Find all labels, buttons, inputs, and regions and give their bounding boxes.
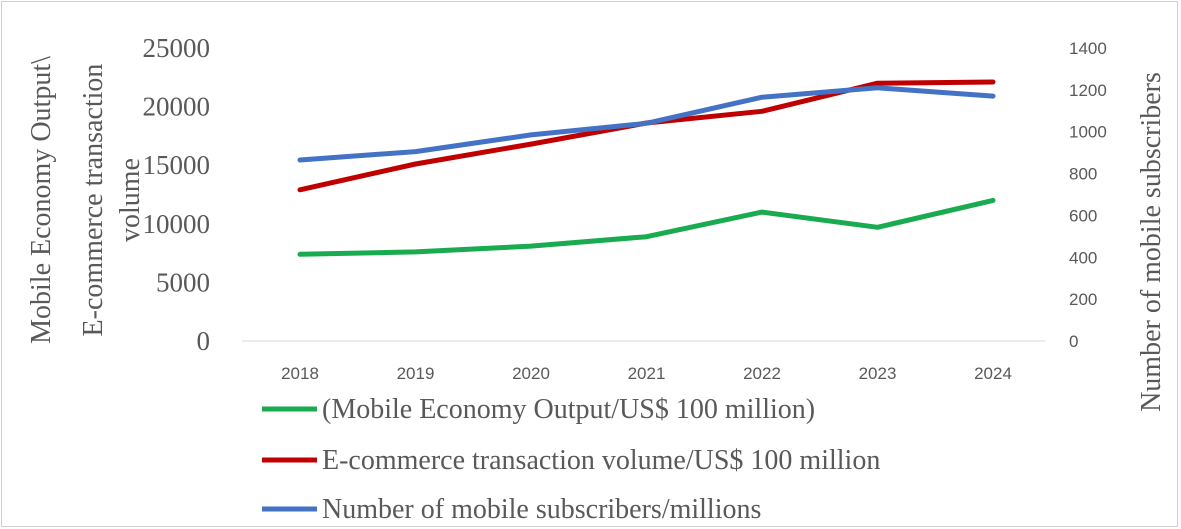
y-left-title-line: volume	[115, 158, 146, 242]
y-left-title-line: Mobile Economy Output\	[26, 56, 57, 344]
series-point	[299, 253, 301, 255]
series-line-2	[297, 79, 996, 193]
series-point	[530, 245, 532, 247]
series-point	[992, 81, 994, 83]
series-point	[646, 122, 647, 124]
y-right-tick-label: 400	[1069, 248, 1097, 267]
series-point	[877, 82, 878, 84]
x-tick-label: 2024	[974, 364, 1012, 383]
y-right-tick-label: 200	[1069, 290, 1097, 309]
x-tick-label: 2023	[859, 364, 897, 383]
y-right-tick-label: 600	[1069, 206, 1097, 225]
series-point	[992, 95, 994, 97]
x-tick-label: 2020	[512, 364, 550, 383]
y-right-tick-label: 0	[1069, 332, 1078, 351]
series-line-1	[297, 197, 996, 257]
x-tick-label: 2019	[397, 364, 435, 383]
y-left-title-line: E-commerce transaction	[78, 64, 109, 337]
series-point	[415, 151, 416, 153]
y-axis-right-title: Number of mobile subscribers	[1136, 72, 1167, 412]
series-point	[992, 199, 994, 201]
legend: (Mobile Economy Output/US$ 100 million) E…	[262, 394, 880, 525]
series-point	[761, 110, 763, 112]
y-axis-left-ticks: 0 5000 10000 15000 20000 25000	[143, 33, 211, 356]
series-point	[299, 189, 301, 191]
series-point	[761, 96, 763, 98]
legend-label: (Mobile Economy Output/US$ 100 million)	[322, 394, 815, 425]
series-point	[646, 236, 647, 238]
y-left-tick-label: 10000	[143, 209, 211, 239]
y-left-tick-label: 25000	[143, 33, 211, 63]
series-lines	[297, 79, 996, 257]
series-point	[299, 159, 301, 161]
x-tick-label: 2018	[281, 364, 319, 383]
y-axis-left-title: Mobile Economy Output\ E-commerce transac…	[26, 56, 146, 344]
y-left-tick-label: 20000	[143, 92, 211, 122]
series-point	[877, 87, 878, 89]
series-line-3	[297, 85, 996, 163]
y-right-title: Number of mobile subscribers	[1136, 72, 1167, 412]
y-right-tick-label: 1000	[1069, 123, 1107, 142]
x-tick-label: 2021	[628, 364, 666, 383]
series-point	[877, 226, 878, 228]
x-tick-label: 2022	[743, 364, 781, 383]
series-point	[761, 211, 763, 213]
legend-label: E-commerce transaction volume/US$ 100 mi…	[322, 445, 880, 476]
series-point	[415, 251, 416, 253]
series-point	[415, 163, 416, 165]
y-right-tick-label: 800	[1069, 165, 1097, 184]
y-left-tick-label: 15000	[143, 150, 211, 180]
y-right-tick-label: 1200	[1069, 81, 1107, 100]
x-axis-ticks: 2018 2019 2020 2021 2022 2023 2024	[281, 364, 1012, 383]
y-axis-right-ticks: 0 200 400 600 800 1000 1200 1400	[1069, 39, 1107, 351]
y-right-tick-label: 1400	[1069, 39, 1107, 58]
y-left-tick-label: 5000	[156, 267, 210, 297]
series-point	[530, 134, 532, 136]
legend-label: Number of mobile subscribers/millions	[322, 494, 761, 525]
series-point	[530, 143, 532, 145]
y-left-tick-label: 0	[197, 326, 211, 356]
